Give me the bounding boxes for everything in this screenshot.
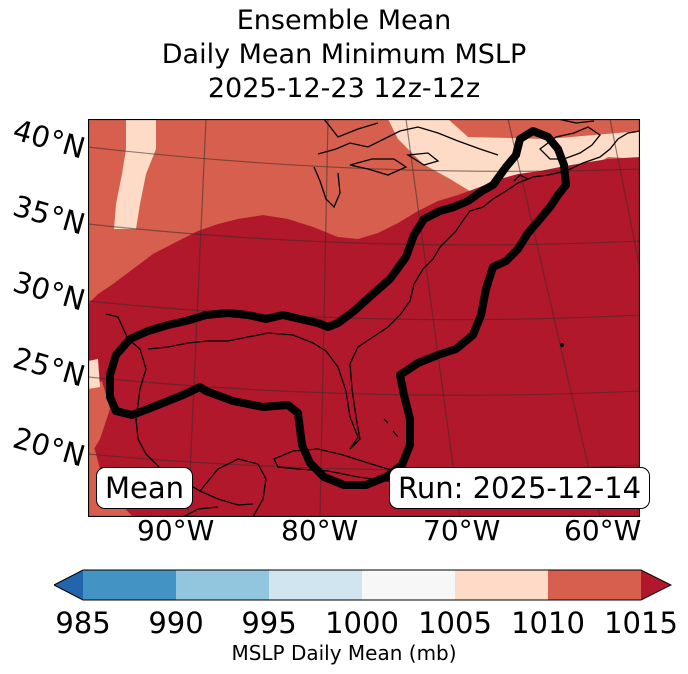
title-line-3: 2025-12-23 12z-12z — [207, 73, 481, 104]
run-badge: Run: 2025-12-14 — [389, 467, 651, 509]
colorbar-segment-990-995 — [176, 570, 269, 600]
pressure-1010-1015-tongue-sw — [88, 381, 110, 459]
colorbar-tick-1005: 1005 — [418, 606, 492, 640]
lon-label-60w: 60°W — [564, 514, 642, 547]
colorbar-segment-1010-1015 — [548, 570, 641, 600]
colorbar-tick-995: 995 — [241, 606, 297, 640]
colorbar-tick-1010: 1010 — [511, 606, 585, 640]
title-line-2: Daily Mean Minimum MSLP — [161, 39, 527, 70]
colorbar — [54, 569, 672, 601]
mean-badge: Mean — [96, 467, 194, 509]
colorbar-extend-high — [641, 570, 671, 600]
pressure-1010-1015-strip-ne — [448, 119, 640, 139]
lat-label-25: 25°N — [9, 340, 89, 394]
lon-label-80w: 80°W — [281, 514, 359, 547]
pressure-1005-1010-edge-w — [88, 359, 100, 389]
pressure-1005-1010-streak-nw — [114, 119, 156, 229]
colorbar-segment-995-1000 — [269, 570, 362, 600]
lat-label-30: 30°N — [9, 264, 89, 318]
lat-label-35: 35°N — [9, 188, 89, 242]
pressure-above-1015-core — [88, 157, 640, 517]
colorbar-extend-low — [54, 570, 83, 600]
colorbar-label: MSLP Daily Mean (mb) — [231, 641, 457, 665]
title-line-1: Ensemble Mean — [236, 5, 452, 36]
lon-label-90w: 90°W — [137, 514, 215, 547]
map-svg — [87, 118, 641, 518]
lon-label-70w: 70°W — [423, 514, 501, 547]
colorbar-tick-1000: 1000 — [325, 606, 399, 640]
lat-label-20: 20°N — [9, 420, 89, 474]
colorbar-segment-1005-1010 — [455, 570, 548, 600]
map-panel — [87, 118, 641, 521]
colorbar-segment-1000-1005 — [362, 570, 455, 600]
lat-label-40: 40°N — [9, 112, 89, 166]
colorbar-tick-1015: 1015 — [604, 606, 678, 640]
colorbar-segment-985-990 — [83, 570, 176, 600]
colorbar-tick-985: 985 — [55, 606, 111, 640]
map-frame — [87, 118, 641, 518]
colorbar-outline — [54, 569, 672, 601]
mslp-contour — [106, 127, 570, 489]
colorbar-tick-990: 990 — [148, 606, 204, 640]
